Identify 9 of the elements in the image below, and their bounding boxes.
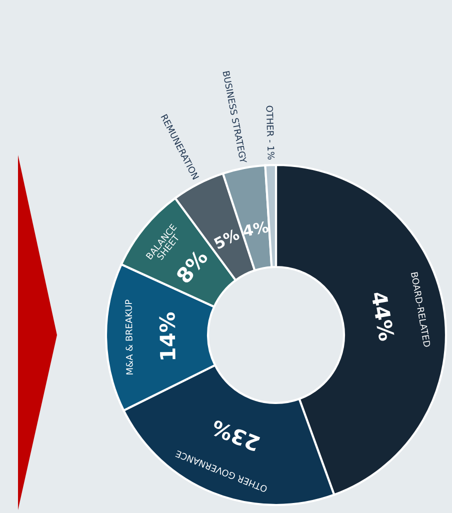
data-label: 5% (213, 228, 240, 250)
slice-label: OTHER - 1% (266, 106, 275, 160)
data-label: 8% (175, 248, 209, 284)
slice-label: BUSINESS STRATEGY (222, 70, 247, 164)
data-label: 44% (371, 291, 395, 342)
data-label: 14% (159, 312, 176, 360)
slice-label: M&A & BREAKUP (125, 300, 134, 374)
data-label: 23% (210, 419, 260, 452)
data-label: 4% (242, 220, 269, 237)
